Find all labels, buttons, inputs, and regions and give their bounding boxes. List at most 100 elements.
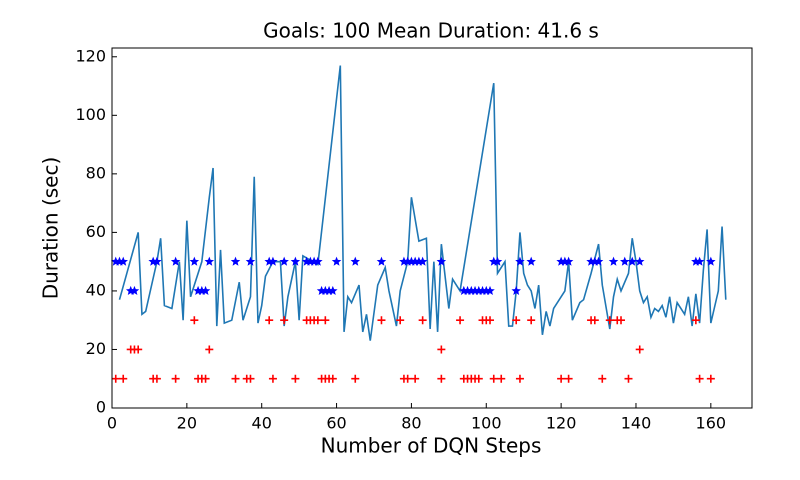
star-marker	[189, 256, 200, 266]
star-marker	[305, 256, 316, 266]
star-marker	[125, 285, 136, 295]
plus-marker	[411, 374, 420, 383]
plus-marker	[265, 316, 274, 325]
plus-marker	[119, 374, 128, 383]
star-marker	[481, 285, 492, 295]
star-marker	[313, 256, 323, 266]
star-marker	[197, 285, 207, 295]
star-marker	[417, 256, 428, 266]
x-tick-label: 60	[326, 414, 346, 433]
star-marker	[474, 285, 484, 295]
plus-marker	[624, 374, 633, 383]
x-tick-label: 80	[401, 414, 421, 433]
x-tick-label: 100	[471, 414, 502, 433]
star-marker	[436, 256, 447, 266]
plus-marker	[403, 374, 412, 383]
plus-marker	[377, 316, 386, 325]
star-marker	[560, 256, 570, 266]
duration-line	[118, 65, 727, 341]
plus-marker	[201, 374, 210, 383]
star-marker	[563, 256, 574, 266]
y-tick-label: 100	[75, 105, 106, 124]
plus-marker	[418, 316, 427, 325]
plus-marker	[111, 374, 120, 383]
plus-marker	[512, 316, 521, 325]
star-marker	[399, 256, 409, 266]
y-tick-label: 0	[96, 398, 106, 417]
plus-marker	[590, 316, 599, 325]
x-tick-label: 40	[252, 414, 272, 433]
plus-marker	[456, 316, 465, 325]
star-marker	[320, 285, 331, 295]
star-marker	[331, 256, 342, 266]
plus-marker	[706, 374, 715, 383]
plus-marker	[437, 345, 446, 354]
star-marker	[515, 256, 525, 266]
star-marker	[245, 256, 256, 266]
star-marker	[608, 256, 619, 266]
star-marker	[470, 285, 480, 295]
star-marker	[152, 256, 162, 266]
star-marker	[590, 256, 600, 266]
plus-marker	[328, 374, 337, 383]
star-marker	[204, 256, 215, 266]
star-marker	[148, 256, 158, 266]
star-marker	[230, 256, 241, 266]
star-marker	[279, 256, 289, 266]
star-marker	[350, 256, 361, 266]
star-marker	[477, 285, 488, 295]
star-marker	[406, 256, 417, 266]
plus-marker	[557, 374, 566, 383]
plus-marker	[437, 374, 446, 383]
plus-marker	[396, 316, 405, 325]
star-marker	[459, 285, 469, 295]
star-marker	[114, 256, 125, 266]
y-tick-label: 20	[86, 339, 106, 358]
star-marker	[193, 285, 203, 295]
chart-title: Goals: 100 Mean Duration: 41.6 s	[263, 19, 599, 43]
star-marker	[593, 256, 604, 266]
star-marker	[410, 256, 420, 266]
y-axis-label: Duration (sec)	[39, 157, 63, 300]
plus-marker	[474, 374, 483, 383]
star-marker	[324, 285, 334, 295]
y-tick-label: 60	[86, 222, 106, 241]
plus-marker	[489, 374, 498, 383]
plus-marker	[268, 374, 277, 383]
star-marker	[691, 256, 701, 266]
plus-marker	[695, 374, 704, 383]
x-tick-label: 0	[107, 414, 117, 433]
star-marker	[200, 285, 211, 295]
plus-marker	[527, 316, 536, 325]
star-marker	[328, 285, 338, 295]
star-marker	[290, 256, 301, 266]
star-marker	[634, 256, 645, 266]
plus-marker	[351, 374, 360, 383]
x-tick-label: 140	[621, 414, 652, 433]
star-marker	[462, 285, 473, 295]
plus-marker	[280, 316, 289, 325]
plus-marker	[564, 374, 573, 383]
star-marker	[129, 285, 140, 295]
plot-frame	[111, 47, 753, 409]
plus-marker	[321, 316, 330, 325]
plus-marker	[515, 374, 524, 383]
star-marker	[466, 285, 477, 295]
plus-marker	[171, 374, 180, 383]
star-marker	[627, 256, 637, 266]
plus-marker	[691, 316, 700, 325]
star-marker	[268, 256, 278, 266]
plus-marker	[605, 316, 614, 325]
plus-marker	[313, 316, 322, 325]
star-marker	[485, 285, 495, 295]
star-marker	[586, 256, 596, 266]
star-marker	[492, 256, 503, 266]
plus-marker	[486, 316, 495, 325]
plus-marker	[152, 374, 161, 383]
plus-marker	[497, 374, 506, 383]
plus-marker	[246, 374, 255, 383]
star-marker	[511, 285, 521, 295]
star-marker	[526, 256, 536, 266]
plus-marker	[635, 345, 644, 354]
